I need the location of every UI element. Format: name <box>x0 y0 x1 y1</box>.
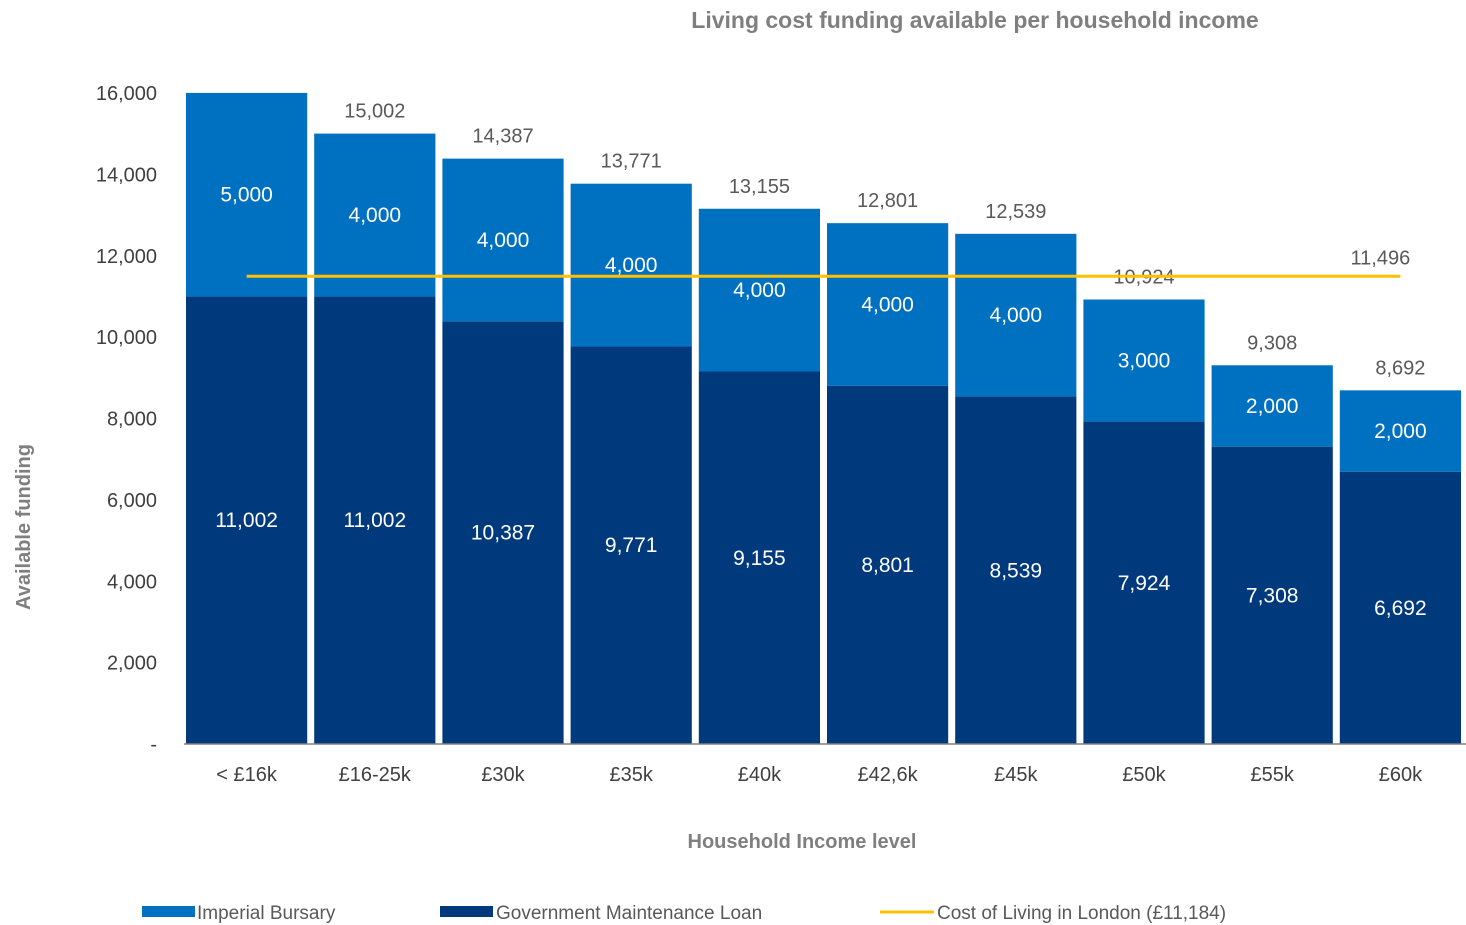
loan-value-label: 6,692 <box>1374 597 1427 620</box>
total-value-label: 14,387 <box>472 126 533 148</box>
bar-maintenance-loan <box>698 371 820 744</box>
chart-title: Living cost funding available per househ… <box>691 7 1258 33</box>
loan-value-label: 9,771 <box>605 534 658 557</box>
bar-imperial-bursary <box>1211 365 1333 447</box>
y-axis-title: Available funding <box>13 444 35 610</box>
y-axis: - 2,000 4,000 6,000 8,000 10,000 12,000 14,000 1… <box>96 83 157 756</box>
legend-label-cost-of-living: Cost of Living in London (£11,184) <box>937 903 1226 924</box>
total-value-label: 15,002 <box>344 101 405 123</box>
x-tick-label: £45k <box>994 764 1038 786</box>
bar-imperial-bursary <box>1083 299 1205 422</box>
legend-label-maintenance-loan: Government Maintenance Loan <box>496 903 762 924</box>
cost-of-living-label: 11,496 <box>1351 247 1411 269</box>
x-tick-label: £30k <box>481 764 525 786</box>
loan-value-label: 11,002 <box>343 509 406 532</box>
bursary-value-label: 4,000 <box>733 279 786 302</box>
y-tick-label: - <box>150 734 157 756</box>
bar-maintenance-loan <box>827 385 949 744</box>
legend-swatch-imperial-bursary <box>142 906 195 917</box>
segment-labels: 11,002 5,000 11,002 4,000 10,387 4,000 9,771 4,… <box>215 184 1426 620</box>
loan-value-label: 7,308 <box>1246 584 1299 607</box>
bar-imperial-bursary <box>442 158 564 322</box>
loan-value-label: 8,801 <box>861 554 914 577</box>
bursary-value-label: 4,000 <box>349 204 402 227</box>
x-tick-label: £42,6k <box>858 764 919 786</box>
total-value-label: 13,155 <box>729 176 790 198</box>
bursary-value-label: 4,000 <box>990 304 1043 327</box>
y-tick-label: 8,000 <box>107 409 157 431</box>
bursary-value-label: 4,000 <box>477 229 530 252</box>
y-tick-label: 14,000 <box>96 164 157 186</box>
bursary-value-label: 5,000 <box>220 184 273 207</box>
x-tick-label: £16-25k <box>339 764 412 786</box>
x-tick-label: £60k <box>1379 764 1423 786</box>
bar-imperial-bursary <box>827 223 949 386</box>
bar-maintenance-loan <box>314 296 436 744</box>
bar-maintenance-loan <box>186 296 308 744</box>
x-axis: < £16k £16-25k £30k £35k £40k £42,6k £45k £50k £… <box>216 764 1423 786</box>
total-value-label: 12,801 <box>857 190 918 212</box>
bars <box>186 92 1461 744</box>
bar-maintenance-loan <box>442 321 564 744</box>
y-tick-label: 16,000 <box>96 83 157 105</box>
total-value-label: 8,692 <box>1375 357 1425 379</box>
x-axis-title: Household Income level <box>688 831 917 853</box>
y-tick-label: 12,000 <box>96 246 157 268</box>
bar-imperial-bursary <box>698 208 820 372</box>
bursary-value-label: 4,000 <box>605 254 658 277</box>
legend-swatch-maintenance-loan <box>440 906 493 917</box>
bar-maintenance-loan <box>1211 446 1333 744</box>
loan-value-label: 10,387 <box>471 522 535 545</box>
bar-imperial-bursary <box>955 233 1077 397</box>
total-value-label: 12,539 <box>985 201 1046 223</box>
y-tick-label: 6,000 <box>107 490 157 512</box>
loan-value-label: 8,539 <box>990 559 1043 582</box>
loan-value-label: 7,924 <box>1118 572 1171 595</box>
total-value-label: 9,308 <box>1247 332 1297 354</box>
legend-label-imperial-bursary: Imperial Bursary <box>197 903 336 924</box>
y-tick-label: 2,000 <box>107 653 157 675</box>
x-tick-label: £35k <box>610 764 654 786</box>
y-tick-label: 10,000 <box>96 327 157 349</box>
bar-imperial-bursary <box>1339 390 1461 472</box>
x-tick-label: £40k <box>738 764 782 786</box>
total-labels: 15,00214,38713,77113,15512,80112,53910,9… <box>344 101 1425 380</box>
loan-value-label: 9,155 <box>733 547 786 570</box>
bursary-value-label: 4,000 <box>861 294 914 317</box>
bursary-value-label: 2,000 <box>1246 395 1299 418</box>
bar-maintenance-loan <box>1339 471 1461 744</box>
bursary-value-label: 2,000 <box>1374 420 1427 443</box>
cost-of-living-line-group: 11,496 <box>246 247 1411 278</box>
bar-imperial-bursary <box>314 133 436 297</box>
bursary-value-label: 3,000 <box>1118 350 1171 373</box>
bar-maintenance-loan <box>570 346 692 744</box>
bar-imperial-bursary <box>570 183 692 347</box>
legend: Imperial Bursary Government Maintenance L… <box>142 903 1226 924</box>
loan-value-label: 11,002 <box>215 509 278 532</box>
x-tick-label: £55k <box>1251 764 1295 786</box>
y-tick-label: 4,000 <box>107 571 157 593</box>
total-value-label: 13,771 <box>601 151 662 173</box>
bar-maintenance-loan <box>955 396 1077 744</box>
x-tick-label: < £16k <box>216 764 278 786</box>
x-tick-label: £50k <box>1122 764 1166 786</box>
bar-imperial-bursary <box>186 92 308 297</box>
bar-maintenance-loan <box>1083 421 1205 744</box>
